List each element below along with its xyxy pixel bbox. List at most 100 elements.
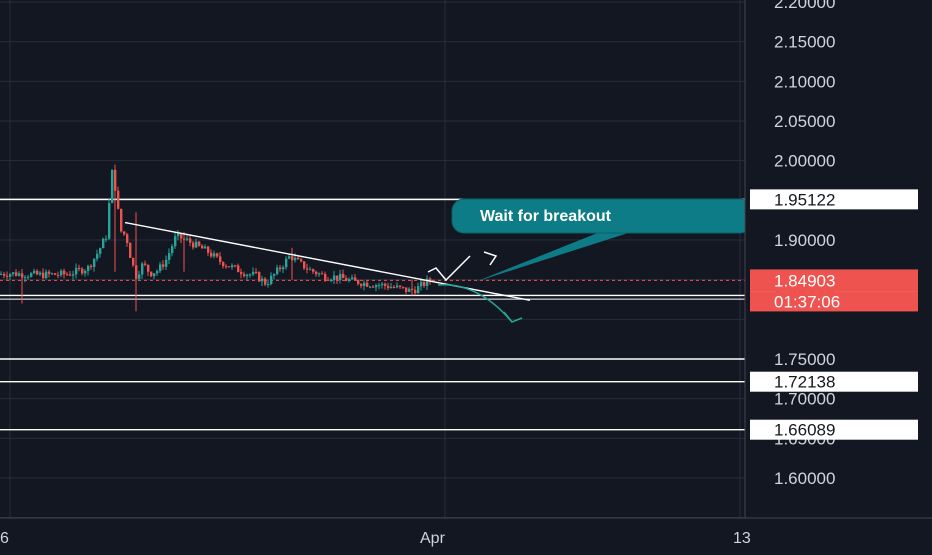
candle-down <box>162 264 165 267</box>
candle-up <box>168 253 171 260</box>
candle-up <box>174 236 177 247</box>
candle-up <box>363 282 366 287</box>
candle-down <box>399 285 402 287</box>
candle-up <box>195 241 198 248</box>
drawings-layer[interactable] <box>124 221 531 323</box>
candle-up <box>273 273 276 276</box>
candle-up <box>276 267 279 274</box>
candle-up <box>141 263 144 275</box>
candle-down <box>324 273 327 280</box>
price-axis[interactable]: 2.20000 2.15000 2.10000 2.05000 2.00000 1.900… <box>750 0 918 488</box>
candle-down <box>90 265 93 267</box>
candle-up <box>45 271 48 279</box>
level-price-text: 1.66089 <box>774 421 835 440</box>
level-price-tag[interactable] <box>750 371 918 392</box>
time-tick-label: 6 <box>0 530 9 547</box>
candle-up <box>249 274 252 276</box>
candle-down <box>306 268 309 270</box>
candle-down <box>336 275 339 280</box>
candle-up <box>288 256 291 259</box>
candle-up <box>87 265 90 271</box>
candle-up <box>72 274 75 276</box>
candle-down <box>183 238 186 240</box>
candle-down <box>354 277 357 281</box>
up-arrow-head[interactable] <box>483 251 498 266</box>
candle-up <box>0 273 3 275</box>
candle-down <box>372 286 375 288</box>
candle-down <box>393 286 396 288</box>
candle-down <box>21 273 24 278</box>
candle-down <box>297 257 300 260</box>
candle-down <box>126 234 129 243</box>
candle-up <box>12 272 15 275</box>
candle-down <box>429 278 432 282</box>
candle-up <box>111 169 114 204</box>
candle-down <box>384 283 387 286</box>
candle-down <box>150 271 153 277</box>
candle-up <box>396 285 399 288</box>
candle-down <box>312 269 315 272</box>
candle-up <box>426 278 429 286</box>
candle-down <box>291 256 294 261</box>
candle-down <box>219 256 222 263</box>
candle-up <box>417 286 420 294</box>
price-tick-label: 2.20000 <box>774 0 835 12</box>
candle-down <box>117 190 120 209</box>
candle-down <box>210 252 213 257</box>
candle-down <box>189 238 192 243</box>
candle-up <box>348 279 351 281</box>
candle-down <box>120 208 123 232</box>
candle-down <box>15 272 18 276</box>
candle-down <box>366 282 369 287</box>
candle-down <box>198 241 201 246</box>
candle-down <box>243 274 246 277</box>
time-axis[interactable]: 6 Apr 13 <box>0 530 751 547</box>
candlestick-series <box>0 164 432 312</box>
level-price-tag[interactable] <box>750 189 918 210</box>
candle-down <box>132 257 135 266</box>
candle-up <box>261 278 264 282</box>
candle-up <box>99 248 102 254</box>
candle-up <box>156 271 159 274</box>
candle-up <box>177 232 180 237</box>
candle-down <box>300 259 303 262</box>
candle-down <box>180 232 183 239</box>
time-axis-panel <box>0 518 932 550</box>
breakout-callout[interactable]: Wait for breakout <box>451 198 753 282</box>
candle-up <box>27 276 30 278</box>
candle-down <box>357 280 360 285</box>
callout-text: Wait for breakout <box>480 208 612 225</box>
candle-down <box>69 274 72 276</box>
candle-up <box>285 258 288 268</box>
candle-up <box>369 286 372 288</box>
bullish-path-arrow[interactable] <box>427 255 471 282</box>
candle-down <box>414 290 417 294</box>
candle-down <box>387 285 390 289</box>
candle-down <box>144 263 147 265</box>
candle-up <box>153 273 156 277</box>
candle-down <box>78 267 81 269</box>
current-price-tag[interactable] <box>750 269 918 292</box>
candle-up <box>102 238 105 249</box>
horizontal-levels[interactable] <box>0 198 745 431</box>
descending-trendline[interactable] <box>124 221 531 301</box>
candle-up <box>165 259 168 267</box>
down-arrow-head[interactable] <box>503 311 523 323</box>
level-price-tag[interactable] <box>750 419 918 440</box>
candle-up <box>318 273 321 275</box>
candle-up <box>204 246 207 249</box>
current-price-text: 1.84903 <box>774 271 835 290</box>
candle-up <box>138 274 141 279</box>
candle-up <box>420 282 423 287</box>
countdown-text: 01:37:06 <box>774 292 840 311</box>
candle-up <box>375 285 378 288</box>
candle-up <box>408 288 411 292</box>
candle-up <box>18 273 21 276</box>
candle-up <box>378 285 381 287</box>
candle-up <box>270 275 273 285</box>
candle-down <box>303 261 306 269</box>
candle-up <box>60 270 63 276</box>
candle-down <box>63 270 66 275</box>
